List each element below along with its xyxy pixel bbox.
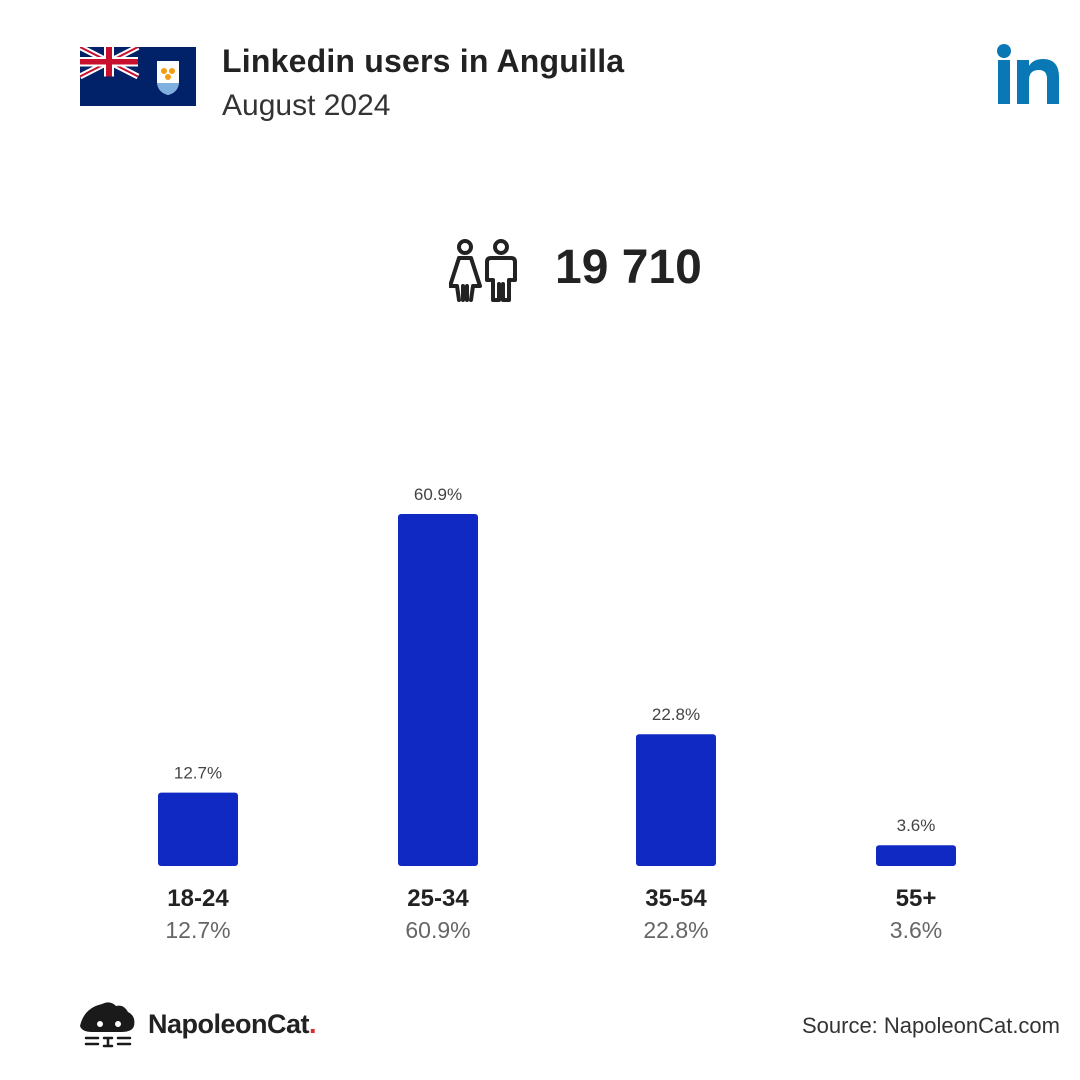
total-users-count: 19 710	[555, 241, 702, 294]
bar-value-label: 12.7%	[174, 764, 222, 783]
category-percent-label: 22.8%	[643, 917, 708, 943]
napoleoncat-logo-icon	[80, 1002, 135, 1048]
page-subtitle: August 2024	[222, 89, 391, 122]
bar-18-24	[158, 792, 238, 866]
category-label: 25-34	[407, 885, 469, 912]
brand-name-text: NapoleonCat	[148, 1009, 310, 1039]
bar-value-label: 60.9%	[414, 485, 462, 504]
category-percent-label: 3.6%	[890, 917, 942, 943]
category-label: 55+	[896, 885, 937, 912]
brand-dot: .	[309, 1009, 317, 1039]
category-percent-label: 12.7%	[165, 917, 230, 943]
linkedin-logo-icon	[997, 44, 1059, 104]
bar-25-34	[398, 514, 478, 866]
category-label: 18-24	[167, 885, 229, 912]
anguilla-flag-icon	[80, 47, 196, 106]
category-percent-label: 60.9%	[405, 917, 470, 943]
users-icon	[449, 239, 517, 302]
source-text: Source: NapoleonCat.com	[801, 1013, 1060, 1038]
bar-35-54	[636, 734, 716, 866]
bar-value-label: 22.8%	[652, 705, 700, 724]
brand-name: NapoleonCat.	[148, 1009, 317, 1040]
page-title: Linkedin users in Anguilla	[222, 43, 625, 79]
bar-value-label: 3.6%	[897, 816, 936, 835]
category-label: 35-54	[645, 885, 707, 912]
bar-55+	[876, 845, 956, 866]
